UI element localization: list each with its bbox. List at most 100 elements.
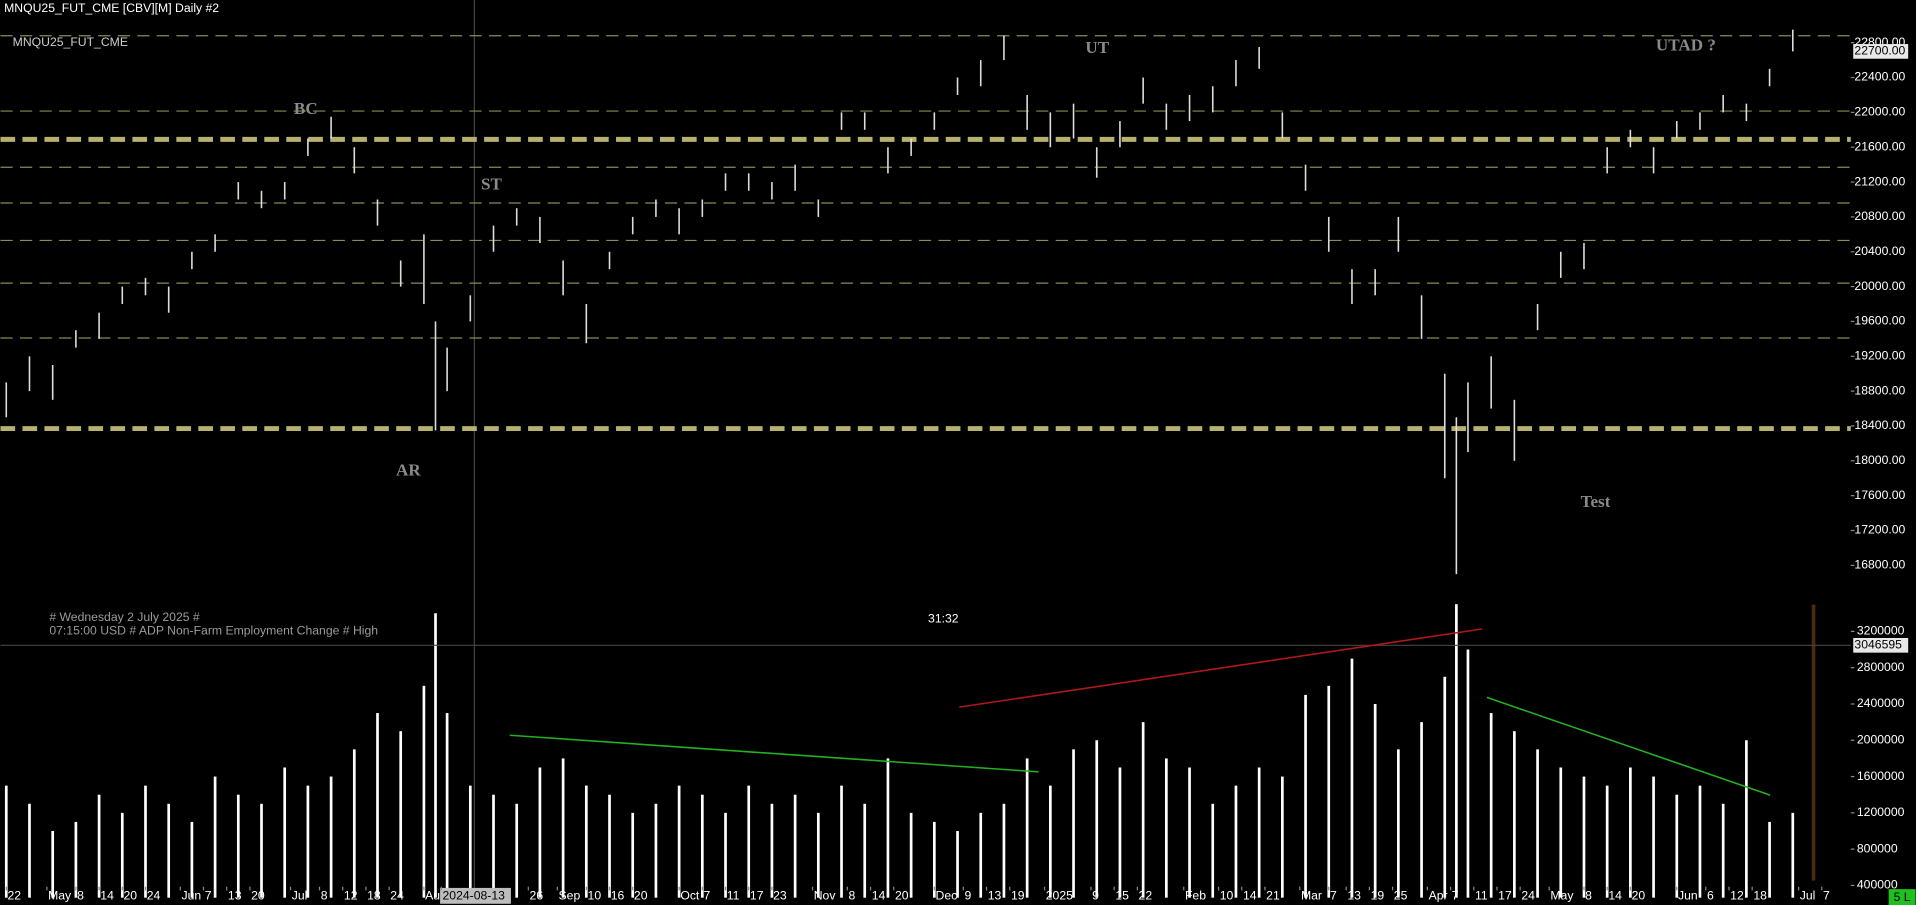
x-tick-label: 14 — [1243, 889, 1257, 903]
volume-bar — [1582, 776, 1586, 898]
volume-bar — [700, 794, 704, 898]
volume-bar — [793, 794, 797, 898]
y-tick-label: 19200.00 — [1854, 349, 1905, 363]
volume-bar — [260, 803, 263, 898]
volume-bar — [608, 794, 611, 898]
last-volume-label: 3046595 — [1854, 638, 1902, 652]
x-tick-label: 24 — [147, 889, 161, 903]
trend-line — [509, 734, 1039, 773]
volume-bar — [1489, 713, 1493, 898]
volume-bar — [422, 685, 426, 898]
x-tick-label: 10 — [588, 889, 602, 903]
x-tick-label: Sep — [559, 889, 581, 903]
x-tick-label: Oct — [680, 889, 700, 903]
x-tick-label: 21 — [1266, 889, 1280, 903]
y-tick-label: 400000 — [1857, 878, 1898, 892]
y-tick-label: 2000000 — [1857, 732, 1905, 746]
volume-bar — [213, 776, 217, 898]
annotation: BC — [294, 99, 318, 118]
x-tick-label: 23 — [773, 889, 787, 903]
status-text: 5 L — [1894, 890, 1911, 904]
y-tick-label: 18000.00 — [1854, 453, 1905, 467]
x-tick-label: 26 — [530, 889, 544, 903]
volume-bar — [1211, 803, 1215, 898]
volume-bar — [1721, 803, 1725, 898]
volume-bar — [1095, 740, 1099, 898]
event-note: 07:15:00 USD # ADP Non-Farm Employment C… — [49, 624, 378, 638]
bar-timer: 31:32 — [928, 611, 959, 625]
x-tick-label: 14 — [872, 889, 886, 903]
y-tick-label: 2400000 — [1857, 696, 1905, 710]
trend-line — [1486, 696, 1771, 796]
volume-bar — [1791, 812, 1795, 898]
chart-title: MNQU25_FUT_CME [CBV][M] Daily #2 — [4, 1, 219, 15]
volume-bar — [747, 785, 751, 898]
volume-bar — [28, 803, 31, 898]
volume-bar — [840, 785, 843, 898]
last-price-label: 22700.00 — [1854, 44, 1905, 58]
volume-bar — [584, 785, 588, 898]
x-tick-label: 14 — [100, 889, 114, 903]
x-tick-label: 20 — [634, 889, 648, 903]
y-tick-label: 16800.00 — [1854, 558, 1905, 572]
volume-bar — [1350, 658, 1354, 898]
volume-bar — [677, 785, 681, 898]
volume-bar — [956, 830, 959, 898]
x-tick-label: 17 — [1498, 889, 1512, 903]
volume-bar — [979, 812, 983, 898]
volume-bar — [770, 803, 774, 898]
x-tick-label: May — [48, 889, 72, 903]
annotation: UT — [1085, 38, 1109, 57]
volume-bar — [515, 803, 519, 898]
volume-bar — [1002, 803, 1006, 898]
session-marker — [1811, 604, 1816, 881]
x-tick-label: 19 — [1011, 889, 1025, 903]
volume-bar — [561, 758, 565, 898]
x-tick-label: 20 — [124, 889, 138, 903]
annotation: ST — [481, 175, 502, 194]
x-tick-label: 18 — [367, 889, 381, 903]
volume-bar — [1698, 785, 1702, 898]
y-tick-label: 19600.00 — [1854, 314, 1905, 328]
volume-bar — [1025, 758, 1029, 898]
x-tick-label: 20 — [895, 889, 909, 903]
volume-bar — [97, 794, 101, 898]
volume-bar — [816, 812, 820, 898]
y-tick-label: 17200.00 — [1854, 523, 1905, 537]
x-tick-label: Jul — [292, 889, 308, 903]
x-tick-label: Apr — [1429, 889, 1448, 903]
volume-bar — [376, 713, 379, 898]
volume-bar — [1513, 731, 1516, 898]
x-tick-label: 10 — [1220, 889, 1234, 903]
x-tick-label: 8 — [1585, 889, 1592, 903]
y-tick-label: 1600000 — [1857, 769, 1905, 783]
volume-bar — [167, 803, 171, 898]
volume-bar — [492, 794, 495, 898]
trend-line — [959, 628, 1483, 708]
x-tick-label: 12 — [344, 889, 358, 903]
volume-bar — [4, 785, 8, 898]
x-tick-label: 11 — [727, 889, 740, 903]
x-tick-label: 7 — [205, 889, 212, 903]
x-tick-label: Feb — [1185, 889, 1206, 903]
y-tick-label: 20800.00 — [1854, 209, 1905, 223]
x-tick-label: Dec — [936, 889, 958, 903]
volume-bar — [863, 803, 867, 898]
volume-bar — [1420, 722, 1423, 898]
volume-bar — [144, 785, 147, 898]
volume-bar — [74, 821, 78, 898]
x-tick-label: 7 — [1452, 889, 1459, 903]
x-tick-highlight — [440, 887, 511, 904]
volume-bar — [1327, 685, 1331, 898]
y-tick-label: 18400.00 — [1854, 418, 1905, 432]
x-tick-label: 22 — [1139, 889, 1153, 903]
x-tick-label: 14 — [1608, 889, 1622, 903]
volume-bar — [1745, 740, 1748, 898]
volume-bar — [886, 758, 890, 898]
volume-bar — [1397, 749, 1400, 898]
x-tick-label: 13 — [988, 889, 1002, 903]
annotation: UTAD ? — [1656, 35, 1716, 54]
volume-bar — [1257, 767, 1261, 898]
